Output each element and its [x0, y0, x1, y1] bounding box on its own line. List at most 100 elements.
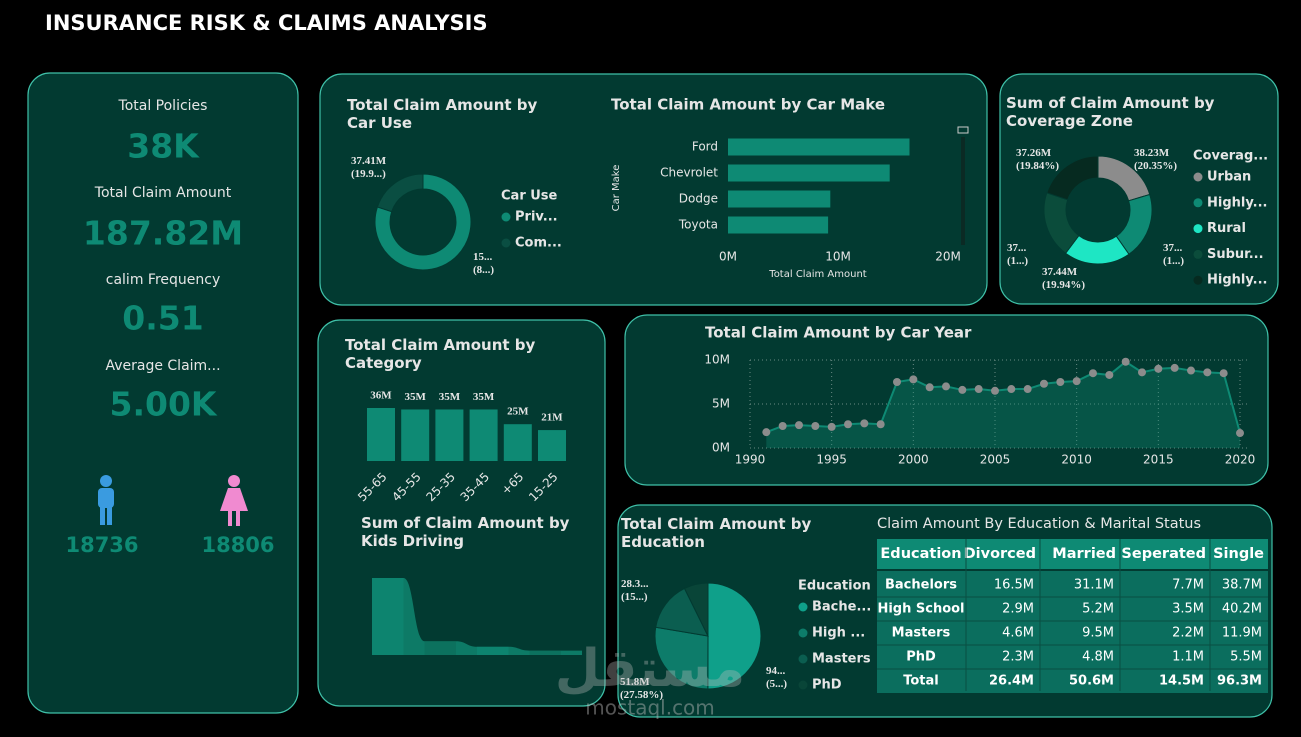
segment-shade [372, 578, 404, 655]
legend-label: High ... [812, 626, 865, 641]
point [1219, 369, 1228, 378]
legend-marker [798, 680, 808, 690]
chart-title: Total Claim Amount by Education [621, 515, 811, 551]
legend-marker [501, 238, 511, 248]
table-cell: 38.7M [1222, 578, 1262, 593]
point [991, 386, 999, 395]
y-tick-label: Dodge [679, 192, 718, 206]
point [1236, 429, 1244, 438]
point [860, 419, 869, 428]
point [1121, 357, 1130, 366]
segment-shade [424, 641, 456, 655]
segment-shade [477, 646, 509, 655]
table-cell: 5.2M [1082, 602, 1114, 617]
legend-label: Com... [515, 236, 562, 251]
gender-count: 18736 [65, 533, 138, 557]
slice [374, 173, 472, 271]
table-header-bg [877, 539, 1268, 569]
point [1170, 363, 1179, 372]
car-panel [319, 73, 988, 306]
point [1089, 369, 1097, 378]
legend-title: Education [798, 579, 871, 594]
watermark-logo: مستقل [555, 639, 745, 699]
point [1105, 370, 1114, 379]
male-icon [98, 475, 114, 525]
point [1056, 378, 1065, 386]
slice [655, 587, 709, 637]
legend-marker [1193, 224, 1203, 234]
point [1007, 385, 1016, 394]
data-label: 37.44M (19.94%) [1042, 266, 1085, 291]
point [1040, 379, 1048, 388]
legend-label: Subur... [1207, 247, 1264, 262]
kpi-label: Total Policies [118, 98, 208, 114]
table-cell: 3.5M [1172, 602, 1204, 617]
point [1138, 368, 1146, 377]
bar [728, 138, 910, 156]
bar [469, 409, 498, 461]
table-header: Seperated [1121, 546, 1206, 562]
point [795, 421, 803, 430]
x-axis-title: Total Claim Amount [768, 269, 866, 280]
legend-marker [1193, 249, 1203, 259]
y-tick-label: Ford [692, 140, 718, 154]
segment-shade [529, 650, 561, 655]
data-label: 35M [473, 391, 495, 403]
point [811, 422, 820, 430]
bar [538, 430, 566, 461]
table-cell: Masters [892, 626, 951, 641]
watermark-text: mostaql.com [585, 696, 715, 720]
table-cell: Bachelors [885, 578, 957, 593]
table-header: Single [1213, 546, 1264, 562]
scrollbar[interactable] [961, 137, 965, 245]
x-tick-label: 2010 [1061, 453, 1092, 467]
x-tick-label: 2015 [1143, 453, 1174, 467]
table-cell: 9.5M [1082, 626, 1114, 641]
data-label: 94... (5...) [766, 665, 787, 690]
x-tick-label: 2005 [980, 453, 1011, 467]
point [1203, 368, 1212, 377]
point [893, 378, 901, 386]
data-label: 36M [370, 390, 392, 402]
table-cell: High School [877, 602, 964, 617]
point [762, 428, 771, 437]
legend-marker [798, 628, 808, 638]
y-tick-label: Toyota [678, 218, 718, 232]
bar [728, 164, 890, 182]
y-tick-label: Chevrolet [660, 166, 718, 180]
bar [367, 408, 395, 461]
legend-marker [798, 654, 808, 664]
chart-title: Sum of Claim Amount by Kids Driving [361, 514, 570, 550]
point [844, 420, 852, 429]
data-label: 51.8M (27.58%) [620, 676, 663, 701]
legend-label: Highly... [1207, 195, 1267, 210]
point [827, 422, 836, 431]
scroll-handle[interactable] [957, 126, 969, 134]
kpi-label: calim Frequency [106, 272, 220, 288]
bar [503, 424, 532, 461]
point [958, 385, 967, 394]
bar [435, 409, 464, 461]
table-cell: 1.1M [1172, 650, 1204, 665]
data-label: 25M [507, 406, 529, 418]
kpi-panel [27, 72, 299, 714]
data-label: 38.23M (20.35%) [1134, 147, 1177, 172]
chart-title: Total Claim Amount by Car Make [611, 96, 885, 114]
bar [401, 409, 430, 461]
table-cell: Total [903, 674, 939, 689]
kpi-value: 38K [127, 127, 200, 166]
table-body-bg [877, 571, 1268, 693]
point [909, 375, 918, 384]
legend-marker [501, 212, 511, 222]
table-cell: 14.5M [1159, 674, 1204, 689]
table-cell: 7.7M [1172, 578, 1204, 593]
table-cell: PhD [906, 650, 936, 665]
table-title: Claim Amount By Education & Marital Stat… [877, 516, 1201, 532]
point [974, 385, 983, 394]
table-cell: 40.2M [1222, 602, 1262, 617]
x-tick-label: 0M [719, 250, 737, 264]
table-cell: 26.4M [989, 674, 1034, 689]
kpi-label: Average Claim... [105, 358, 220, 374]
legend-label: Masters [812, 652, 871, 667]
x-tick-label: 2020 [1225, 453, 1256, 467]
